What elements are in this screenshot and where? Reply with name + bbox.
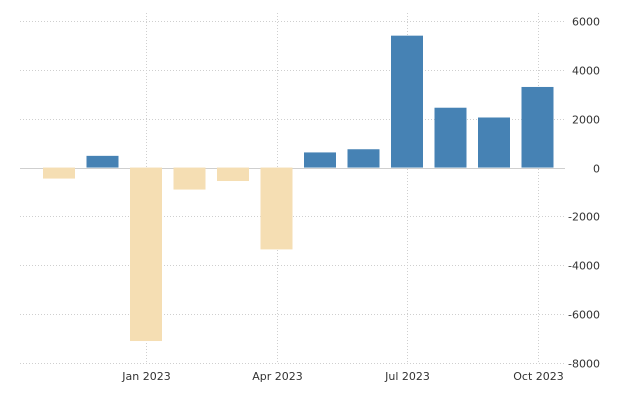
y-tick-label: 4000	[572, 65, 600, 78]
x-tick-label: Apr 2023	[252, 370, 303, 383]
bar	[304, 152, 336, 168]
x-tick-label: Oct 2023	[513, 370, 564, 383]
bar	[391, 35, 423, 168]
y-tick-label: -2000	[568, 211, 600, 224]
bar	[260, 167, 293, 250]
bars	[43, 35, 554, 342]
bar	[217, 167, 249, 182]
y-axis: 6000 4000 2000 0 -2000 -4000 -6000 -8000	[568, 16, 600, 371]
x-tick-label: Jul 2023	[384, 370, 430, 383]
y-tick-label: 0	[593, 163, 600, 176]
grid	[20, 13, 565, 364]
bar	[521, 86, 554, 168]
x-axis: Jan 2023 Apr 2023 Jul 2023 Oct 2023	[121, 370, 563, 383]
bar	[86, 155, 119, 168]
y-tick-label: -6000	[568, 309, 600, 322]
y-tick-label: 2000	[572, 114, 600, 127]
bar	[434, 107, 467, 168]
y-tick-label: 6000	[572, 16, 600, 29]
bar	[347, 149, 380, 168]
y-tick-label: -4000	[568, 260, 600, 273]
bar	[173, 167, 206, 190]
bar	[478, 117, 510, 168]
bar	[130, 167, 162, 342]
y-tick-label: -8000	[568, 358, 600, 371]
bar	[43, 167, 75, 179]
x-tick-label: Jan 2023	[121, 370, 170, 383]
